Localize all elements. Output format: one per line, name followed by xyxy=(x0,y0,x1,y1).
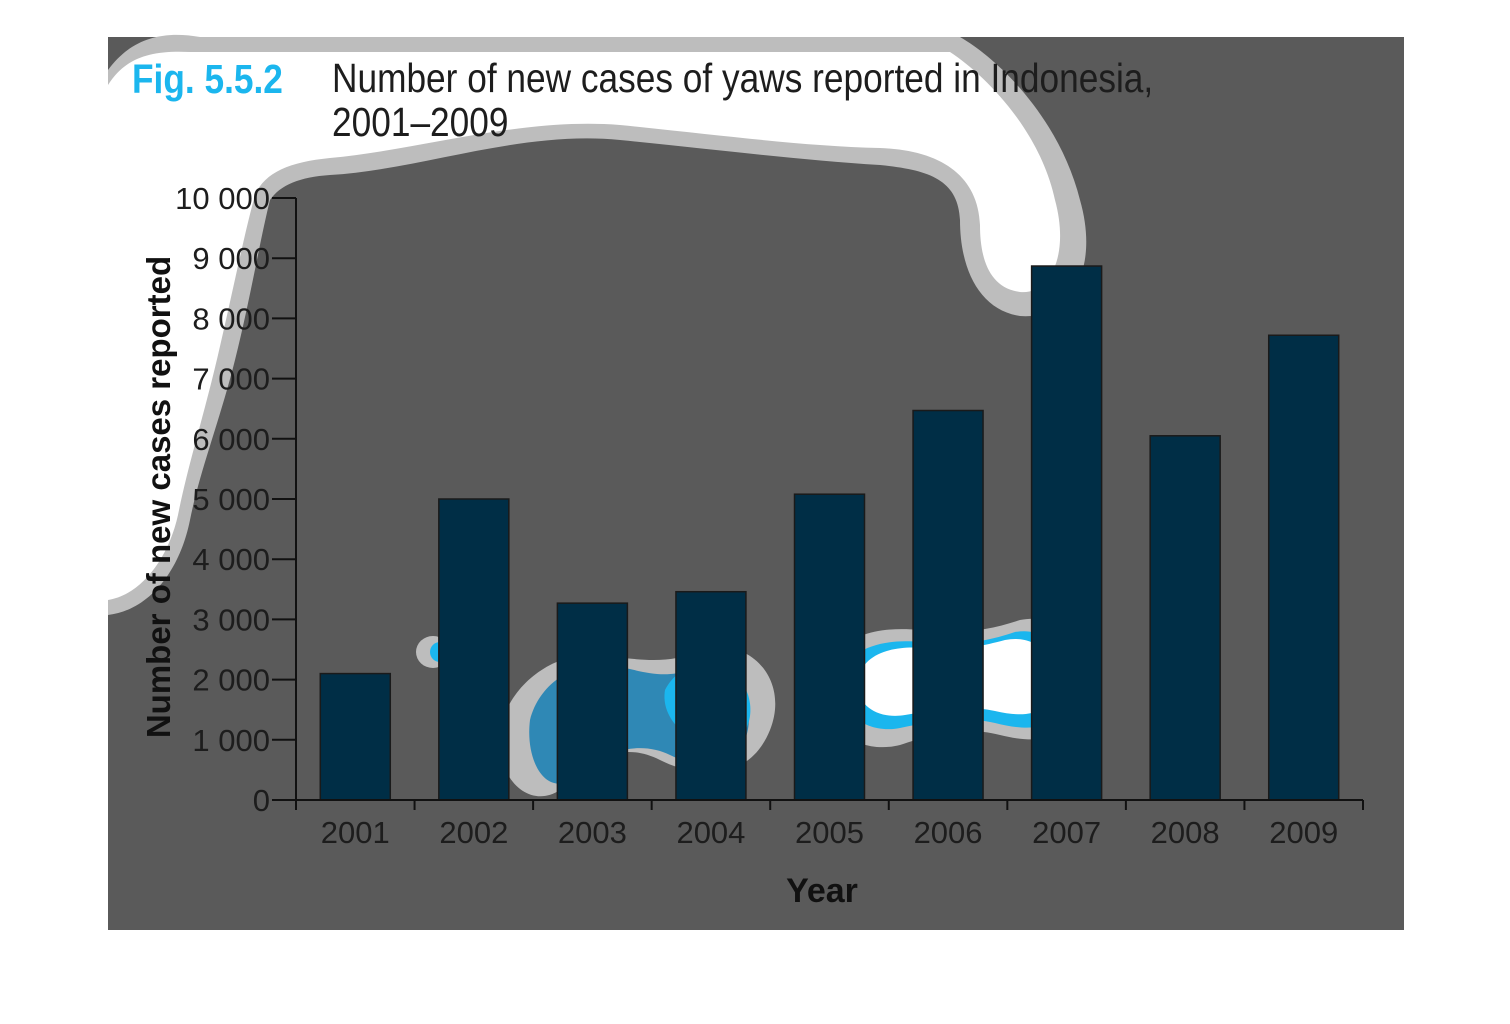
x-tick-label: 2005 xyxy=(795,815,864,850)
y-tick-label: 2 000 xyxy=(192,663,270,698)
x-ticks-group: 2001 2002 2003 2004 2005 2006 2007 2008 2009 xyxy=(295,800,1364,850)
x-tick-label: 2004 xyxy=(676,815,745,850)
y-tick-label: 1 000 xyxy=(192,723,270,758)
bar-2001 xyxy=(319,672,392,801)
y-tick-label: 9 000 xyxy=(192,241,270,276)
x-tick-label: 2009 xyxy=(1269,815,1338,850)
x-tick-label: 2007 xyxy=(1032,815,1101,850)
y-tick-label: 10 000 xyxy=(175,181,270,216)
x-tick-label: 2006 xyxy=(914,815,983,850)
y-tick-label: 4 000 xyxy=(192,542,270,577)
glare-blob-top-inner xyxy=(108,51,1061,601)
bar-2002 xyxy=(438,498,510,801)
y-tick-label: 0 xyxy=(253,783,270,818)
x-axis-label: Year xyxy=(786,872,858,910)
bars-group xyxy=(319,265,1340,801)
bar-2008 xyxy=(1149,435,1221,801)
x-tick-label: 2008 xyxy=(1151,815,1220,850)
bar-2006 xyxy=(912,409,984,801)
y-tick-label: 7 000 xyxy=(192,362,270,397)
bar-2004 xyxy=(675,590,747,801)
bar-2005 xyxy=(793,493,866,801)
bar-2009 xyxy=(1267,334,1340,801)
figure-number: Fig. 5.5.2 xyxy=(132,56,283,102)
bar-2003 xyxy=(556,602,629,801)
y-tick-label: 3 000 xyxy=(192,602,270,637)
y-tick-label: 5 000 xyxy=(192,482,270,517)
x-tick-label: 2002 xyxy=(439,815,508,850)
figure-title: Number of new cases of yaws reported in … xyxy=(332,55,1154,145)
y-tick-label: 8 000 xyxy=(192,301,270,336)
x-tick-label: 2003 xyxy=(558,815,627,850)
bar-2007 xyxy=(1030,265,1103,801)
y-tick-label: 6 000 xyxy=(192,422,270,457)
y-axis-label: Number of new cases reported xyxy=(140,256,177,738)
y-ticks-group: 0 1 000 2 000 3 000 4 000 5 000 6 000 7 000 8 00… xyxy=(175,181,296,818)
x-tick-label: 2001 xyxy=(321,815,390,850)
